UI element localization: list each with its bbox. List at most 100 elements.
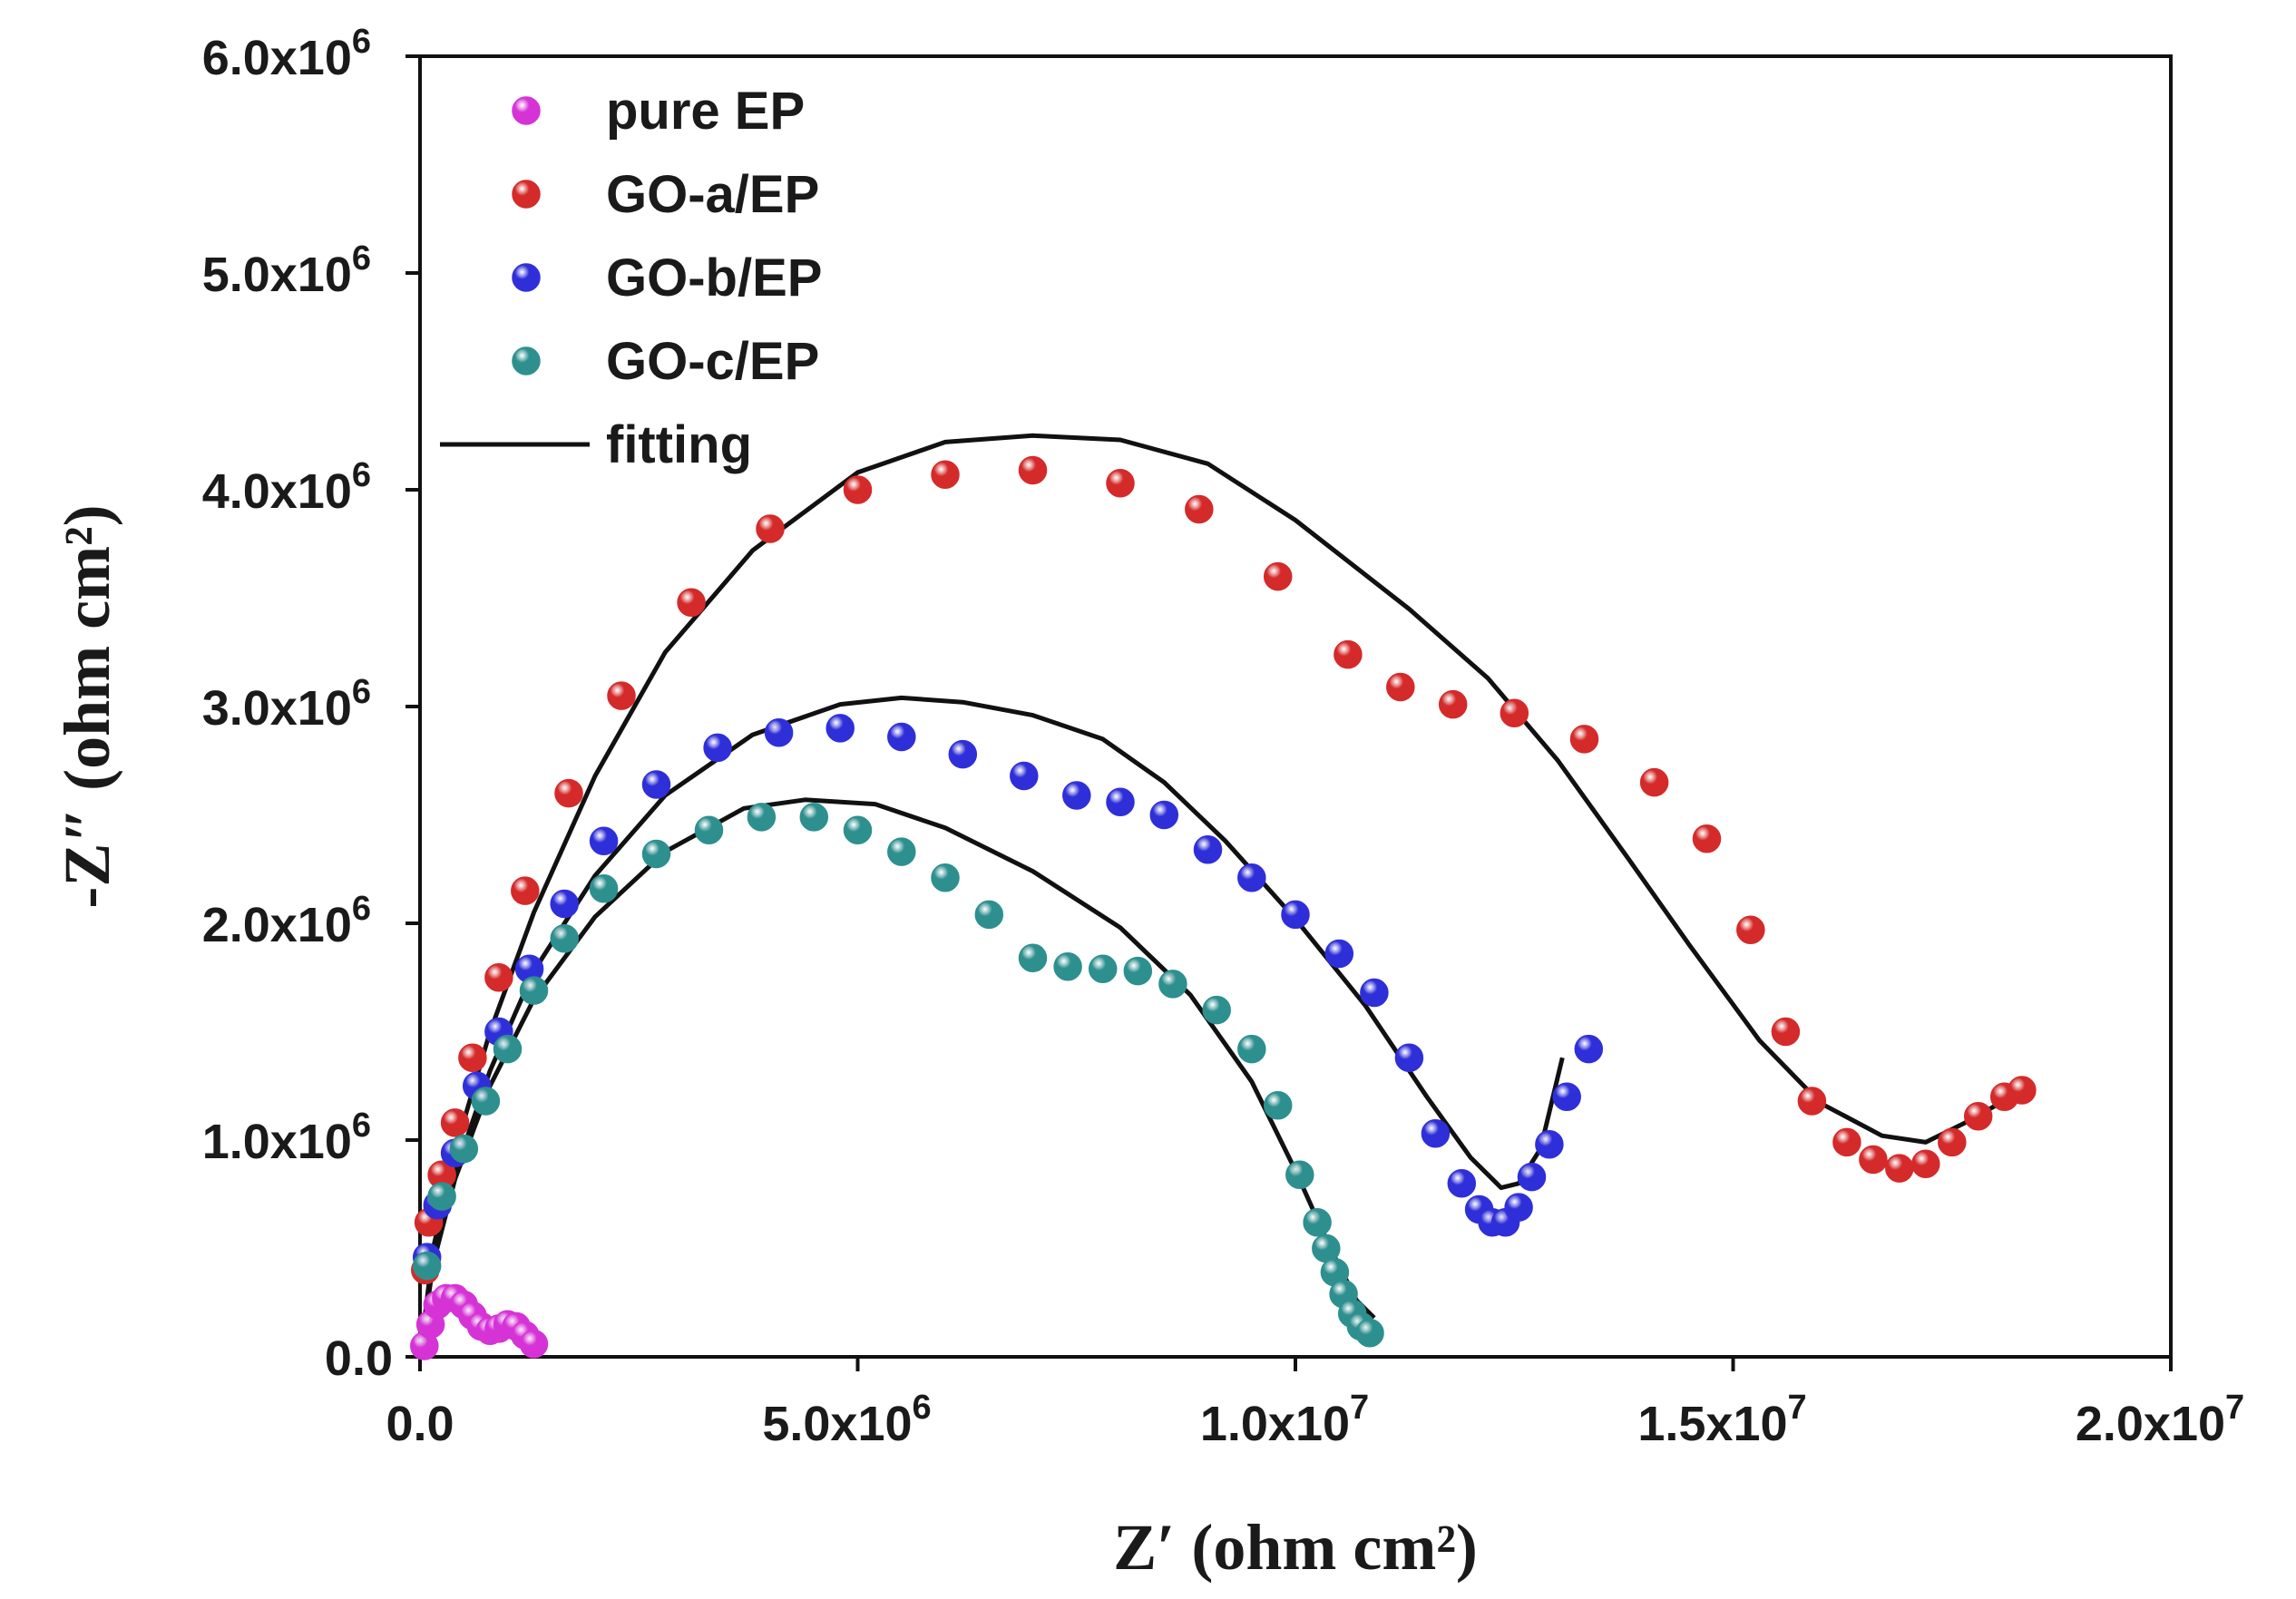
data-point	[484, 963, 513, 992]
x-tick-label: 2.0x107	[2076, 1389, 2244, 1451]
data-point	[1797, 1087, 1827, 1116]
x-tick-label: 1.0x107	[1200, 1389, 1369, 1451]
data-point	[1312, 1233, 1341, 1263]
data-point	[519, 1329, 549, 1359]
legend-label: GO-a/EP	[606, 165, 819, 224]
y-tick-label: 2.0x106	[202, 890, 371, 952]
data-point	[1202, 995, 1231, 1025]
data-point	[1394, 1043, 1424, 1072]
x-axis-title: Z′ (ohm cm²)	[1113, 1511, 1478, 1584]
legend-label: fitting	[606, 415, 752, 474]
data-point	[1859, 1145, 1888, 1175]
data-point	[1736, 915, 1765, 944]
data-point	[1053, 952, 1082, 981]
data-point	[1360, 978, 1389, 1008]
data-point	[554, 778, 583, 808]
data-point	[756, 514, 785, 543]
data-point	[493, 1034, 523, 1064]
series-pure-ep	[410, 1283, 549, 1360]
y-tick-label: 6.0x106	[202, 23, 371, 85]
data-point	[449, 1134, 479, 1164]
data-point	[1193, 834, 1223, 864]
data-point	[1885, 1154, 1914, 1183]
x-tick-label: 0.0	[386, 1397, 454, 1451]
legend-marker	[512, 96, 541, 125]
data-point	[1938, 1127, 1967, 1157]
series-go-a-ep	[411, 455, 2037, 1285]
data-point	[764, 717, 794, 747]
data-point	[1123, 956, 1153, 986]
data-point	[931, 863, 960, 892]
data-point	[1281, 900, 1310, 930]
legend-label: GO-c/EP	[606, 332, 819, 391]
data-point	[1569, 725, 1599, 754]
y-tick-label: 0.0	[325, 1331, 393, 1386]
data-point	[1324, 939, 1354, 969]
fit-curve	[417, 797, 1376, 1358]
data-point	[550, 889, 579, 919]
data-point	[1018, 943, 1048, 972]
x-tick-label: 5.0x106	[762, 1389, 931, 1451]
legend-label: GO-b/EP	[606, 249, 822, 307]
y-tick-label: 3.0x106	[202, 673, 371, 736]
data-point	[2008, 1076, 2037, 1105]
data-point	[1149, 800, 1179, 830]
data-point	[843, 815, 873, 844]
data-point	[1504, 1193, 1533, 1222]
data-points	[410, 455, 2037, 1360]
data-point	[1237, 1034, 1266, 1064]
data-point	[589, 874, 619, 903]
fit-curves	[417, 433, 2016, 1358]
legend: pure EP GO-a/EP GO-b/EP GO-c/EP fitting	[440, 82, 822, 474]
axis-ticks: 0.0 5.0x106 1.0x107 1.5x107 2.0x107 0.0 1.0x10…	[202, 23, 2244, 1451]
data-point	[412, 1251, 442, 1281]
data-point	[703, 733, 732, 763]
data-point	[607, 681, 636, 710]
axis-titles: Z′ (ohm cm²) -Z″ (ohm cm²)	[51, 504, 1478, 1584]
data-point	[1438, 689, 1468, 719]
data-point	[1062, 781, 1091, 810]
data-point	[677, 588, 706, 618]
data-point	[1158, 970, 1187, 999]
data-point	[1771, 1017, 1801, 1047]
data-point	[1386, 672, 1415, 702]
data-point	[1018, 455, 1048, 485]
data-point	[519, 976, 549, 1005]
data-point	[471, 1087, 501, 1116]
data-point	[694, 815, 724, 844]
data-point	[1832, 1127, 1861, 1157]
series-go-c-ep	[412, 803, 1384, 1348]
data-point	[1285, 1160, 1314, 1189]
legend-label: pure EP	[606, 82, 805, 141]
data-point	[550, 923, 579, 953]
data-point	[589, 826, 619, 855]
data-point	[1500, 698, 1529, 727]
data-point	[1263, 561, 1293, 591]
legend-marker	[512, 346, 541, 375]
data-point	[1911, 1149, 1940, 1179]
data-point	[1088, 954, 1118, 983]
data-point	[1106, 469, 1135, 498]
data-point	[1535, 1130, 1564, 1159]
data-point	[931, 460, 960, 490]
data-point	[458, 1043, 487, 1072]
data-point	[1639, 767, 1669, 797]
legend-marker	[512, 263, 541, 292]
data-point	[427, 1182, 456, 1211]
data-point	[1334, 639, 1363, 669]
series-go-b-ep	[412, 714, 1604, 1272]
data-point	[1692, 824, 1722, 853]
data-point	[1552, 1082, 1581, 1111]
data-point	[1355, 1318, 1384, 1348]
data-point	[1010, 761, 1039, 791]
fit-curve	[417, 695, 1565, 1358]
x-tick-label: 1.5x107	[1637, 1389, 1806, 1451]
data-point	[1963, 1101, 1993, 1131]
data-point	[887, 722, 916, 752]
data-point	[1106, 787, 1135, 816]
data-point	[1303, 1208, 1332, 1237]
data-point	[974, 900, 1004, 930]
data-point	[1574, 1034, 1604, 1064]
legend-marker	[512, 180, 541, 209]
